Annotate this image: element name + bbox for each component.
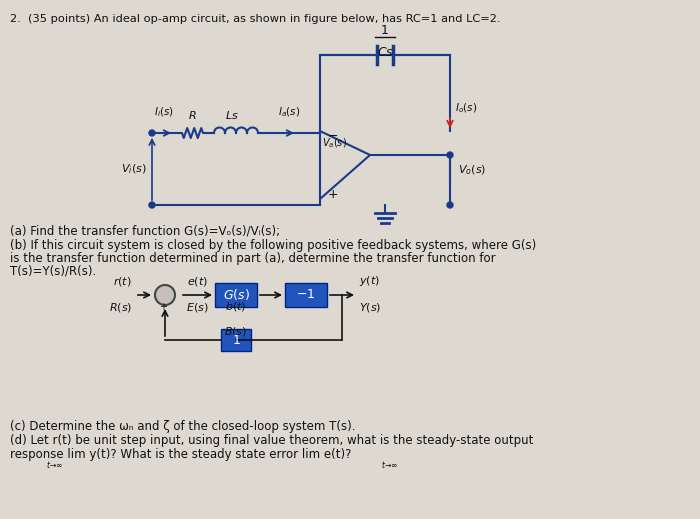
Text: response lim y(t)? What is the steady state error lim e(t)?: response lim y(t)? What is the steady st…: [10, 448, 351, 461]
Text: $G(s)$: $G(s)$: [223, 288, 249, 303]
Text: (b) If this circuit system is closed by the following positive feedback systems,: (b) If this circuit system is closed by …: [10, 239, 536, 252]
Text: $t\!\to\!\infty$: $t\!\to\!\infty$: [382, 459, 399, 470]
Text: $Cs$: $Cs$: [377, 46, 393, 59]
Circle shape: [447, 152, 453, 158]
Text: $R(s)$: $R(s)$: [108, 301, 132, 314]
FancyBboxPatch shape: [285, 283, 327, 307]
Text: $V_i(s)$: $V_i(s)$: [121, 162, 147, 176]
Text: $1$: $1$: [232, 334, 240, 347]
Text: $V_a(s)$: $V_a(s)$: [322, 136, 347, 149]
Circle shape: [149, 202, 155, 208]
Text: $t\!\to\!\infty$: $t\!\to\!\infty$: [46, 459, 64, 470]
Text: 1: 1: [381, 24, 389, 37]
Text: (c) Determine the ωₙ and ζ of the closed-loop system T(s).: (c) Determine the ωₙ and ζ of the closed…: [10, 420, 356, 433]
Circle shape: [447, 202, 453, 208]
Text: +: +: [159, 302, 167, 312]
Text: $r(t)$: $r(t)$: [113, 275, 132, 288]
Text: $-$: $-$: [327, 129, 338, 142]
Circle shape: [155, 285, 175, 305]
Text: T(s)=Y(s)/R(s).: T(s)=Y(s)/R(s).: [10, 265, 97, 278]
Text: $-1$: $-1$: [296, 289, 316, 302]
Text: $B(s)$: $B(s)$: [225, 325, 248, 338]
FancyBboxPatch shape: [215, 283, 257, 307]
Text: $y(t)$: $y(t)$: [359, 274, 380, 288]
Text: is the transfer function determined in part (a), determine the transfer function: is the transfer function determined in p…: [10, 252, 496, 265]
Text: (a) Find the transfer function G(s)=Vₒ(s)/Vᵢ(s);: (a) Find the transfer function G(s)=Vₒ(s…: [10, 225, 280, 238]
FancyBboxPatch shape: [221, 329, 251, 351]
Text: $e(t)$: $e(t)$: [186, 275, 207, 288]
Text: 2.  (35 points) An ideal op-amp circuit, as shown in figure below, has RC=1 and : 2. (35 points) An ideal op-amp circuit, …: [10, 14, 500, 24]
Text: $b(t)$: $b(t)$: [225, 300, 246, 313]
Text: $Ls$: $Ls$: [225, 109, 239, 121]
Text: $V_o(s)$: $V_o(s)$: [458, 163, 486, 177]
Text: $R$: $R$: [188, 109, 196, 121]
Text: $Y(s)$: $Y(s)$: [359, 301, 382, 314]
Text: $+$: $+$: [327, 187, 338, 200]
Circle shape: [149, 130, 155, 136]
Text: $I_o(s)$: $I_o(s)$: [455, 101, 477, 115]
Text: $I_i(s)$: $I_i(s)$: [154, 105, 174, 119]
Text: $E(s)$: $E(s)$: [186, 301, 209, 314]
Text: $I_a(s)$: $I_a(s)$: [278, 105, 300, 119]
Text: (d) Let r(t) be unit step input, using final value theorem, what is the steady-s: (d) Let r(t) be unit step input, using f…: [10, 434, 533, 447]
